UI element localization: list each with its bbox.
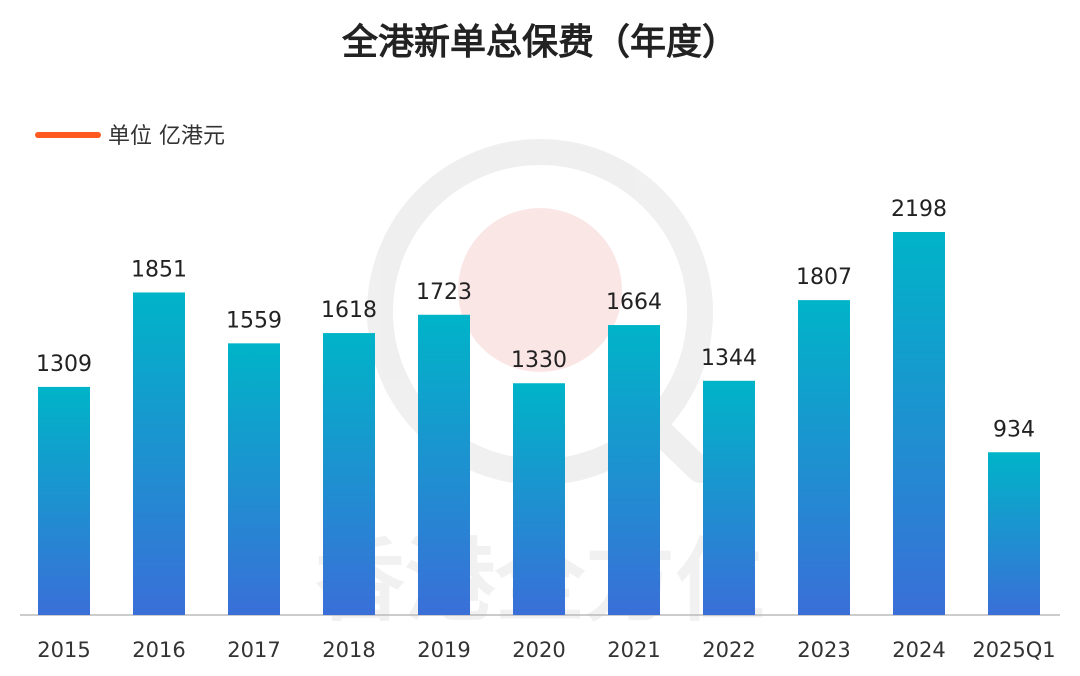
x-tick-label-2022: 2022 [702,638,755,662]
value-label-2024: 2198 [891,197,947,222]
bar-2018 [323,333,375,615]
value-label-2016: 1851 [131,257,187,282]
value-label-2019: 1723 [416,280,472,305]
value-labels-group: 1309 1851 1559 1618 1723 1330 1664 1344 1807 2198… [36,197,1035,442]
legend-label: 单位 亿港元 [108,124,225,149]
bar-2015 [38,386,90,615]
value-label-2020: 1330 [511,348,567,373]
bar-2024 [893,232,945,615]
value-label-2017: 1559 [226,308,282,333]
bar-2017 [228,343,280,615]
x-tick-label-2025Q1: 2025Q1 [972,638,1055,662]
bars-group [38,232,1040,615]
value-label-2022: 1344 [701,346,757,371]
bar-2023 [798,300,850,615]
legend: 单位 亿港元 [35,124,225,149]
x-tick-label-2021: 2021 [607,638,660,662]
bar-2016 [133,292,185,615]
x-tick-label-2018: 2018 [322,638,375,662]
value-label-2021: 1664 [606,290,662,315]
value-label-2023: 1807 [796,265,852,290]
x-tick-label-2017: 2017 [227,638,280,662]
chart-title: 全港新单总保费（年度） [341,21,738,63]
bar-2021 [608,325,660,615]
value-label-2018: 1618 [321,298,377,323]
value-label-2015: 1309 [36,352,92,377]
x-tick-label-2024: 2024 [892,638,945,662]
x-tick-label-2023: 2023 [797,638,850,662]
x-tick-label-2020: 2020 [512,638,565,662]
bar-2025Q1 [988,452,1040,615]
bar-2022 [703,380,755,615]
x-tick-labels-group: 2015 2016 2017 2018 2019 2020 2021 2022 2023 2024… [37,638,1055,662]
bar-2019 [418,314,470,615]
value-label-2025Q1: 934 [993,417,1035,442]
x-tick-label-2016: 2016 [132,638,185,662]
bar-2020 [513,383,565,615]
x-tick-label-2015: 2015 [37,638,90,662]
x-tick-label-2019: 2019 [417,638,470,662]
